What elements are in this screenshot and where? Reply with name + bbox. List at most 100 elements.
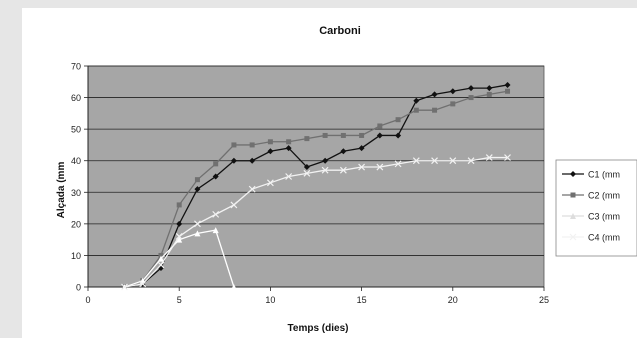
y-tick-label: 40 (71, 156, 81, 166)
data-point (376, 132, 383, 139)
x-tick-label: 0 (85, 295, 90, 305)
x-tick-label: 15 (357, 295, 367, 305)
data-point (303, 169, 311, 177)
series-line (124, 84, 508, 288)
legend-box (555, 159, 637, 257)
data-point (176, 202, 182, 208)
data-point (304, 136, 310, 142)
axes: 0 10 20 30 40 50 60 70 0 5 10 15 20 25 (71, 62, 549, 306)
x-tick-label: 5 (177, 295, 182, 305)
data-point (485, 154, 493, 161)
data-point (322, 157, 329, 164)
y-tick-label: 30 (71, 188, 81, 198)
data-point (413, 107, 419, 113)
data-point (157, 255, 164, 262)
data-point (359, 132, 365, 138)
data-point (432, 107, 438, 113)
x-tick-label: 25 (539, 295, 549, 305)
data-point (194, 220, 201, 228)
data-point (158, 252, 164, 258)
series-line (124, 90, 508, 288)
series-4 (121, 154, 511, 291)
data-point (413, 97, 420, 104)
data-point (449, 88, 456, 95)
data-point (175, 233, 183, 240)
data-point (340, 132, 346, 138)
plot-area (87, 65, 545, 288)
legend-marker (570, 213, 576, 219)
data-point (286, 139, 292, 145)
data-point (194, 230, 201, 237)
data-point (248, 185, 256, 193)
data-point (285, 173, 293, 180)
legend-marker (570, 171, 576, 177)
y-tick-label: 60 (71, 93, 81, 103)
data-point (266, 179, 274, 187)
data-point (285, 145, 292, 152)
data-point (230, 284, 237, 290)
data-point (303, 164, 310, 171)
data-point (504, 81, 511, 88)
series-2 (121, 88, 511, 290)
data-point (230, 201, 238, 209)
data-point (377, 123, 383, 129)
data-point (230, 157, 237, 164)
data-point (157, 261, 165, 269)
data-point (139, 280, 147, 288)
chart-title: Carboni (319, 25, 361, 37)
data-point (176, 236, 183, 243)
data-point (358, 163, 366, 171)
y-tick-label: 10 (71, 251, 81, 261)
data-point (486, 91, 492, 97)
data-point (486, 85, 493, 92)
series-1 (121, 81, 511, 290)
y-tick-label: 50 (71, 125, 81, 135)
data-point (267, 139, 273, 145)
data-point (468, 85, 475, 92)
data-point (176, 220, 183, 227)
data-point (468, 95, 474, 101)
x-axis-label: Temps (dies) (288, 323, 349, 334)
data-point (449, 157, 457, 165)
data-point (212, 227, 219, 234)
data-point (212, 210, 220, 218)
data-point (340, 148, 347, 155)
legend-marker (569, 233, 577, 241)
legend-marker (570, 192, 576, 198)
y-tick-label: 20 (71, 219, 81, 229)
x-tick-label: 20 (448, 295, 458, 305)
legend-label: C1 (mm (588, 170, 620, 180)
data-point (339, 166, 347, 174)
data-point (376, 163, 384, 171)
legend-label: C2 (mm (588, 191, 620, 201)
data-point (394, 160, 402, 168)
data-point (358, 145, 365, 152)
legend: C1 (mm C2 (mm C3 (mm C4 (mm (555, 159, 637, 257)
data-point (431, 91, 438, 98)
legend-label: C3 (mm (588, 212, 620, 222)
data-point (194, 177, 200, 183)
data-point (395, 132, 402, 139)
data-point (431, 157, 438, 165)
data-point (505, 88, 511, 94)
data-point (249, 142, 255, 148)
y-tick-label: 0 (76, 283, 81, 293)
legend-label: C4 (mm (588, 233, 620, 243)
series-layer (121, 81, 511, 291)
data-point (412, 157, 420, 165)
data-point (194, 186, 201, 193)
y-tick-label: 70 (71, 62, 81, 72)
y-axis-label: Alçada (mm (56, 162, 67, 219)
data-point (231, 142, 237, 148)
data-point (267, 148, 274, 155)
data-point (322, 132, 328, 138)
data-point (321, 166, 329, 174)
data-point (467, 157, 475, 165)
series-line (124, 156, 508, 288)
data-point (213, 161, 219, 167)
data-point (212, 173, 219, 180)
data-point (450, 101, 456, 107)
data-point (504, 154, 511, 161)
data-point (121, 283, 128, 291)
